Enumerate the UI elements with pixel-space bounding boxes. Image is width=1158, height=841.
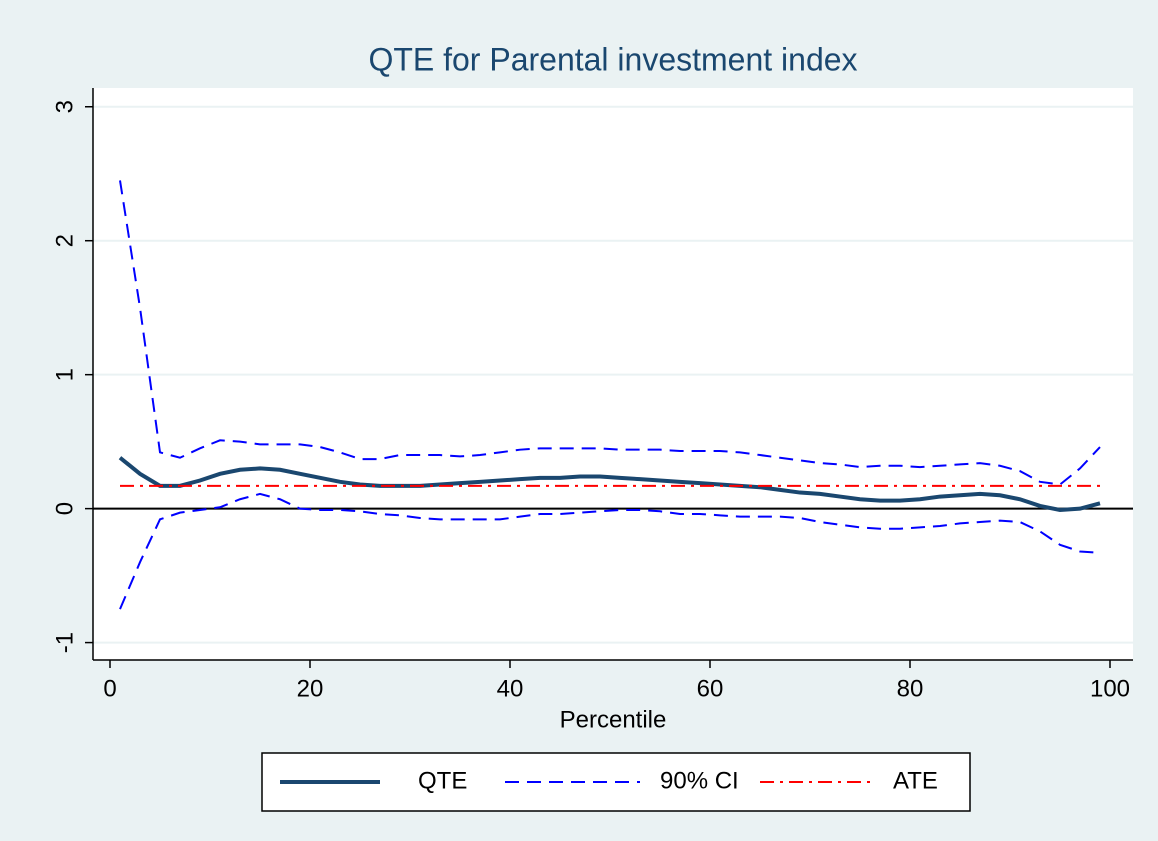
series-line	[118, 456, 1101, 512]
x-tick-label: 100	[1090, 675, 1130, 702]
chart-title: QTE for Parental investment index	[368, 41, 857, 77]
x-axis-label: Percentile	[560, 706, 667, 733]
x-tick-label: 20	[297, 675, 324, 702]
y-tick-label: -1	[51, 632, 78, 653]
legend-label: ATE	[893, 767, 938, 794]
x-tick-label: 0	[103, 675, 116, 702]
series-line	[119, 492, 1101, 610]
series-line	[119, 180, 1101, 486]
y-tick-label: 2	[51, 234, 78, 247]
legend-label: 90% CI	[660, 767, 739, 794]
y-tick-label: 1	[51, 368, 78, 381]
legend-label: QTE	[418, 767, 467, 794]
y-tick-label: 3	[51, 100, 78, 113]
y-tick-label: 0	[51, 502, 78, 515]
x-tick-label: 40	[497, 675, 524, 702]
x-tick-label: 80	[897, 675, 924, 702]
x-tick-label: 60	[697, 675, 724, 702]
